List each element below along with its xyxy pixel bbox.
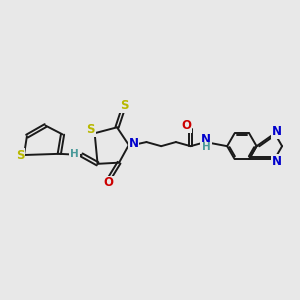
Text: S: S <box>86 123 95 136</box>
Text: H: H <box>70 148 79 158</box>
Text: N: N <box>272 155 282 168</box>
Text: S: S <box>120 99 128 112</box>
Text: S: S <box>16 149 24 162</box>
Text: N: N <box>128 137 139 150</box>
Text: N: N <box>272 124 282 138</box>
Text: H: H <box>202 142 210 152</box>
Text: O: O <box>103 176 113 190</box>
Text: N: N <box>201 133 211 146</box>
Text: O: O <box>181 119 191 132</box>
